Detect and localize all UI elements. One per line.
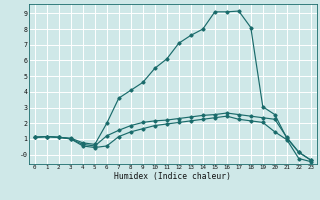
X-axis label: Humidex (Indice chaleur): Humidex (Indice chaleur) <box>114 172 231 181</box>
